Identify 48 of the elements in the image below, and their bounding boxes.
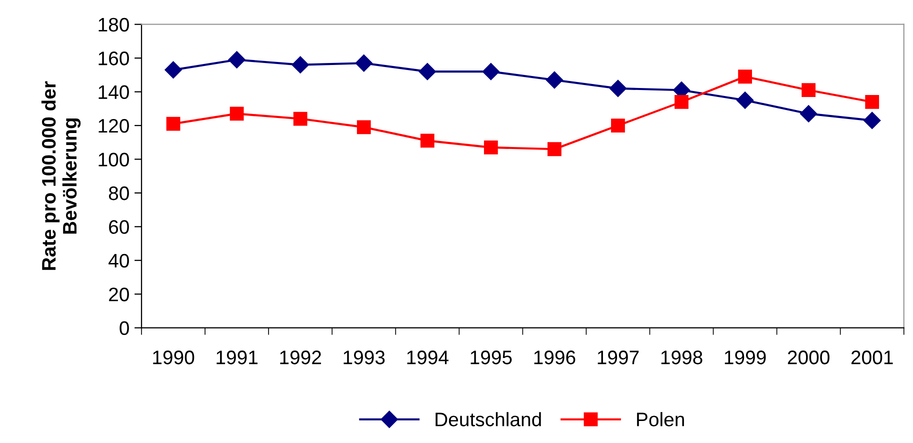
y-tick-label: 100 <box>98 152 129 166</box>
y-tick-label: 20 <box>109 288 129 302</box>
x-tick-label: 2001 <box>851 350 893 364</box>
point <box>164 61 182 78</box>
y-tick-label: 80 <box>108 186 129 200</box>
point <box>864 112 881 130</box>
point <box>738 70 752 84</box>
point <box>548 142 562 156</box>
legend-label: Polen <box>637 412 684 426</box>
y-tick-label: 60 <box>109 220 129 234</box>
point <box>228 51 246 68</box>
legend-label: Deutschland <box>436 412 541 426</box>
x-tick-label: 1996 <box>534 350 576 364</box>
point <box>484 140 498 154</box>
point <box>865 94 880 109</box>
point <box>736 92 754 109</box>
y-tick-label: 160 <box>98 52 129 66</box>
y-tick-label: 0 <box>120 321 129 336</box>
point <box>230 106 244 121</box>
x-tick-label: 1998 <box>661 350 702 364</box>
point <box>802 83 816 98</box>
x-tick-label: 1997 <box>598 350 639 364</box>
point <box>166 116 180 131</box>
x-tick-label: 2000 <box>788 350 830 364</box>
point <box>292 56 309 74</box>
point <box>611 118 625 132</box>
y-tick-label: 120 <box>98 118 129 133</box>
point <box>482 63 500 80</box>
point <box>420 134 434 148</box>
x-tick-label: 1994 <box>407 350 448 364</box>
y-tick-label: 180 <box>98 18 129 32</box>
y-axis-title: Rate pro 100.000 der Bevölkerung <box>41 81 81 270</box>
y-tick-label: 140 <box>98 85 129 100</box>
x-tick-label: 1990 <box>153 350 194 364</box>
point <box>293 112 308 126</box>
point <box>546 71 564 89</box>
x-tick-label: 1993 <box>344 350 385 364</box>
x-tick-label: 1995 <box>470 350 512 364</box>
x-tick-label: 1992 <box>280 350 321 364</box>
point <box>800 105 818 122</box>
x-tick-label: 1991 <box>216 350 258 364</box>
point <box>674 94 688 109</box>
x-tick-label: 1999 <box>724 350 766 364</box>
point <box>418 63 436 80</box>
point <box>356 120 371 134</box>
y-tick-label: 40 <box>108 254 129 268</box>
point <box>355 54 372 72</box>
point <box>609 80 627 97</box>
